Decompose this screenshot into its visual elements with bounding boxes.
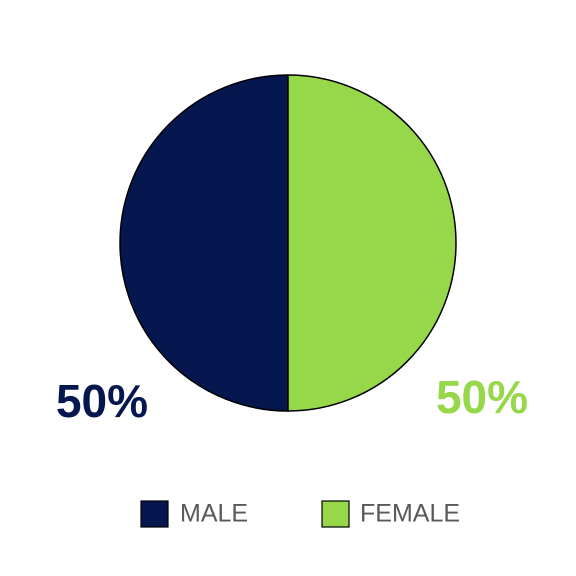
data-label: 50% [436, 371, 528, 423]
pie-slice [287, 74, 457, 412]
legend-label: FEMALE [360, 500, 460, 528]
data-label: 50% [56, 375, 148, 427]
legend-label: MALE [180, 500, 248, 528]
legend-swatch [321, 500, 350, 528]
pie-slice [119, 74, 289, 412]
legend-swatch [140, 500, 169, 528]
